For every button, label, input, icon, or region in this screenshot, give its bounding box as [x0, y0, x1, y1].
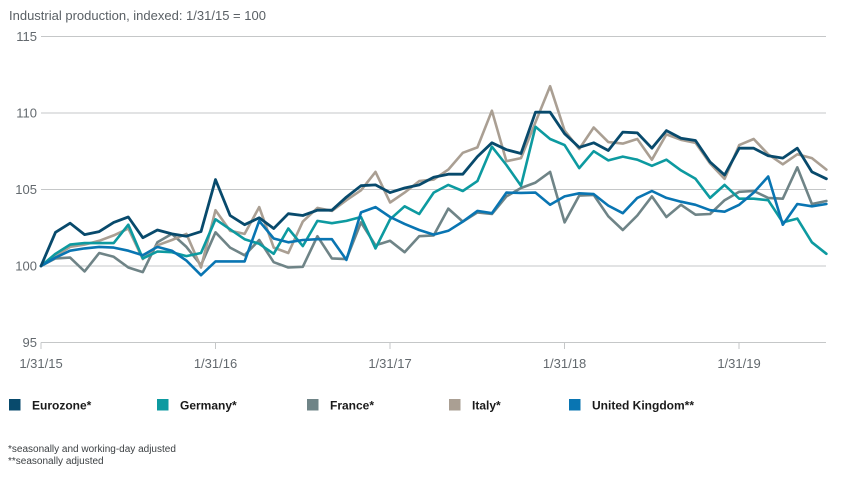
svg-text:Italy*: Italy*	[472, 399, 501, 413]
svg-text:95: 95	[23, 335, 37, 350]
svg-text:France*: France*	[330, 399, 374, 413]
svg-text:1/31/16: 1/31/16	[194, 356, 237, 371]
svg-text:110: 110	[16, 106, 37, 121]
svg-text:100: 100	[15, 259, 37, 274]
svg-text:United Kingdom**: United Kingdom**	[592, 399, 694, 413]
svg-text:1/31/18: 1/31/18	[543, 356, 586, 371]
svg-text:1/31/15: 1/31/15	[19, 356, 62, 371]
svg-text:Industrial production, indexed: Industrial production, indexed: 1/31/15 …	[9, 8, 266, 23]
svg-text:*seasonally and working-day ad: *seasonally and working-day adjusted	[8, 444, 176, 455]
svg-text:Eurozone*: Eurozone*	[32, 399, 92, 413]
svg-text:**seasonally adjusted: **seasonally adjusted	[8, 456, 104, 467]
svg-text:115: 115	[16, 29, 37, 44]
svg-text:1/31/19: 1/31/19	[717, 356, 760, 371]
svg-text:Germany*: Germany*	[180, 399, 237, 413]
svg-text:105: 105	[15, 182, 37, 197]
svg-text:1/31/17: 1/31/17	[368, 356, 411, 371]
